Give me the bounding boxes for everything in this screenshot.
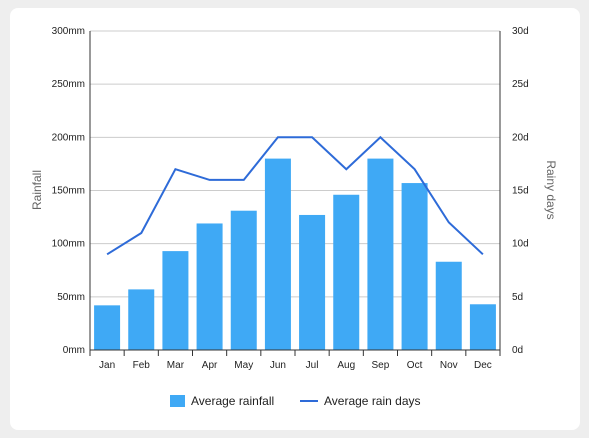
bar-series — [94, 158, 496, 350]
bar — [469, 304, 496, 350]
y2-tick-label: 10d — [512, 239, 529, 250]
y-tick-label: 200mm — [52, 132, 85, 143]
x-tick-label: May — [234, 360, 253, 371]
rainfall-chart: 0mm 50mm 100mm 150mm 200mm 250mm 300mm 0d 5d 10d… — [30, 26, 558, 408]
line-series — [106, 135, 484, 256]
y-axis-title: Rainfall — [30, 170, 44, 210]
left-axis-ticks: 0mm 50mm 100mm 150mm 200mm 250mm 300mm — [52, 26, 85, 356]
x-tick-label: Oct — [407, 360, 423, 371]
y2-axis-title: Rainy days — [544, 160, 558, 219]
chart-card: 0mm 50mm 100mm 150mm 200mm 250mm 300mm 0d 5d 10d… — [10, 8, 580, 430]
legend-swatch-bar — [170, 395, 185, 407]
bar — [435, 261, 462, 350]
x-tick-label: Dec — [474, 360, 492, 371]
legend: Average rainfall Average rain days — [170, 394, 421, 408]
y-tick-label: 100mm — [52, 239, 85, 250]
bar — [196, 223, 223, 350]
bar — [128, 289, 155, 350]
bar — [94, 305, 121, 350]
bar — [401, 183, 428, 350]
y2-tick-label: 15d — [512, 186, 529, 197]
right-axis-ticks: 0d 5d 10d 15d 20d 25d 30d — [512, 26, 529, 356]
y-tick-label: 150mm — [52, 186, 85, 197]
bar — [367, 158, 394, 350]
y-tick-label: 300mm — [52, 26, 85, 37]
gridlines — [90, 30, 500, 298]
y2-tick-label: 5d — [512, 292, 523, 303]
x-axis-ticks: Jan Feb Mar Apr May Jun Jul Aug Sep Oct Nov Dec — [89, 350, 501, 371]
x-tick-label: Nov — [440, 360, 458, 371]
legend-label-bar: Average rainfall — [191, 394, 274, 408]
bar — [162, 251, 189, 350]
x-tick-label: Jul — [306, 360, 319, 371]
x-tick-label: Sep — [372, 360, 390, 371]
y2-tick-label: 25d — [512, 79, 529, 90]
y-tick-label: 50mm — [57, 292, 85, 303]
x-tick-label: Feb — [133, 360, 151, 371]
x-tick-label: Jan — [99, 360, 115, 371]
y2-tick-label: 20d — [512, 132, 529, 143]
bar — [333, 194, 360, 350]
rain-days-line — [106, 135, 484, 256]
y-tick-label: 250mm — [52, 79, 85, 90]
y2-tick-label: 0d — [512, 345, 523, 356]
x-tick-label: Jun — [270, 360, 286, 371]
x-tick-label: Apr — [202, 360, 218, 371]
bar — [230, 210, 257, 350]
bar — [299, 214, 326, 350]
x-tick-label: Mar — [167, 360, 185, 371]
bar — [264, 158, 291, 350]
y2-tick-label: 30d — [512, 26, 529, 37]
x-tick-label: Aug — [337, 360, 355, 371]
y-tick-label: 0mm — [63, 345, 85, 356]
legend-label-line: Average rain days — [324, 394, 421, 408]
